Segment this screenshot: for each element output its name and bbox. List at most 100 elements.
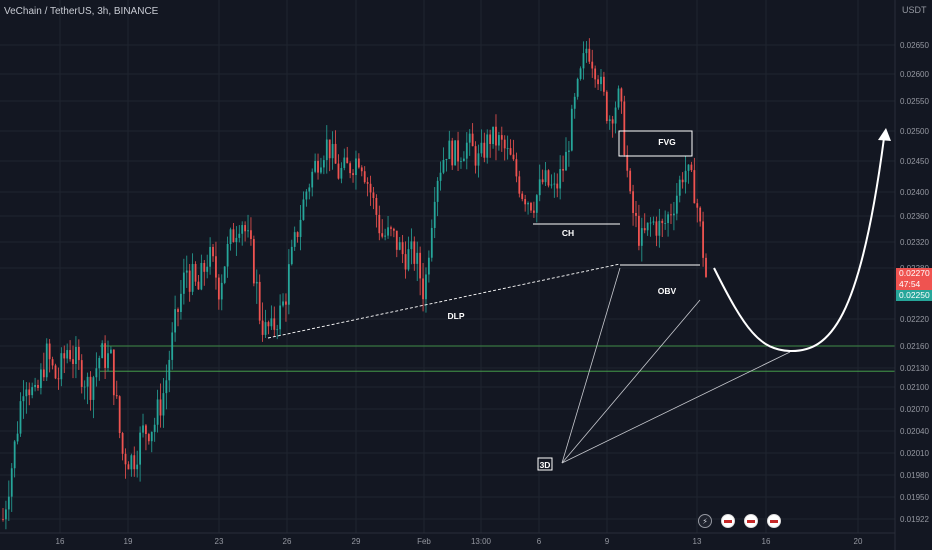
candle-body bbox=[229, 229, 232, 244]
candle-body bbox=[285, 301, 287, 305]
candle-body bbox=[465, 142, 468, 159]
candle-body bbox=[57, 378, 60, 380]
us-flag-icon[interactable] bbox=[767, 514, 781, 528]
candle-body bbox=[25, 389, 28, 397]
time-tick-label: 16 bbox=[56, 537, 65, 546]
candle-body bbox=[133, 455, 136, 470]
time-tick-label: Feb bbox=[417, 537, 431, 546]
candle-body bbox=[398, 242, 401, 250]
candle-body bbox=[238, 233, 241, 238]
price-tick-label: 0.02500 bbox=[900, 127, 929, 136]
candle-body bbox=[392, 228, 395, 231]
candle-body bbox=[413, 241, 416, 264]
candle-body bbox=[13, 441, 16, 469]
candle-body bbox=[51, 359, 54, 366]
candle-body bbox=[430, 227, 433, 258]
candle-body bbox=[603, 76, 605, 92]
price-axis[interactable]: 0.02650 0.02600 0.02550 0.02500 0.02450 0.024… bbox=[894, 0, 929, 550]
candle-body bbox=[28, 389, 31, 396]
candle-body bbox=[506, 148, 509, 149]
candle-body bbox=[334, 143, 337, 164]
candle-body bbox=[156, 399, 159, 425]
candle-body bbox=[136, 464, 139, 470]
candle-body bbox=[340, 167, 343, 179]
candle-body bbox=[349, 163, 352, 174]
projection-curve bbox=[713, 137, 885, 353]
time-tick-label: 6 bbox=[537, 537, 542, 546]
candle-body bbox=[611, 119, 614, 124]
candle-body bbox=[690, 164, 693, 171]
us-flag-icon[interactable] bbox=[744, 514, 758, 528]
candle-body bbox=[512, 154, 515, 160]
us-flag-icon[interactable] bbox=[721, 514, 735, 528]
candle-body bbox=[7, 496, 10, 510]
candle-body bbox=[416, 252, 419, 264]
candle-body bbox=[121, 433, 124, 454]
candle-body bbox=[311, 171, 314, 188]
candle-body bbox=[247, 230, 249, 232]
candle-body bbox=[328, 139, 331, 159]
time-tick-label: 19 bbox=[124, 537, 133, 546]
candle-body bbox=[45, 343, 48, 378]
candle-body bbox=[250, 230, 252, 240]
candle-body bbox=[104, 343, 106, 368]
candle-body bbox=[40, 369, 42, 388]
candle-body bbox=[632, 191, 634, 213]
candle-body bbox=[541, 179, 544, 183]
candle-body bbox=[623, 101, 626, 156]
candle-body bbox=[77, 346, 80, 361]
candle-body bbox=[273, 318, 276, 330]
candle-body bbox=[142, 425, 144, 433]
candle-body bbox=[206, 266, 209, 272]
price-tick-label: 0.02100 bbox=[900, 383, 929, 392]
candle-body bbox=[147, 434, 150, 442]
candle-body bbox=[115, 395, 118, 397]
candle-body bbox=[655, 221, 658, 236]
candle-body bbox=[460, 161, 462, 162]
price-tick-label: 0.02320 bbox=[900, 238, 929, 247]
annotation-label-fvg: FVG bbox=[658, 137, 676, 147]
candle-body bbox=[649, 222, 652, 224]
candle-body bbox=[325, 139, 328, 161]
candle-body bbox=[95, 368, 98, 378]
projection-arrowhead bbox=[878, 128, 891, 141]
candle-body bbox=[83, 386, 86, 388]
candle-body bbox=[448, 140, 451, 160]
lightning-icon[interactable]: ⚡ bbox=[698, 514, 712, 528]
candle-body bbox=[401, 242, 404, 255]
candle-body bbox=[337, 163, 340, 179]
symbol-title[interactable]: VeChain / TetherUS, 3h, BINANCE bbox=[4, 6, 159, 17]
candle-body bbox=[661, 220, 664, 224]
candle-body bbox=[570, 108, 573, 151]
candle-body bbox=[296, 232, 299, 237]
candle-body bbox=[439, 172, 442, 181]
candle-body bbox=[480, 142, 483, 154]
candle-body bbox=[252, 239, 255, 284]
time-axis[interactable]: 16 19 23 26 29 Feb 13:00 6 9 13 16 20 bbox=[0, 532, 895, 546]
price-tick-label: 0.02360 bbox=[900, 212, 929, 221]
candle-body bbox=[620, 88, 623, 102]
price-tick-label: 0.02040 bbox=[900, 427, 929, 436]
candle-body bbox=[486, 134, 489, 158]
candle-body bbox=[34, 384, 36, 388]
time-tick-label: 13:00 bbox=[471, 537, 492, 546]
candle-body bbox=[42, 369, 45, 378]
candle-body bbox=[646, 222, 649, 231]
candle-body bbox=[433, 201, 436, 228]
candle-body bbox=[550, 184, 553, 186]
candle-body bbox=[19, 401, 22, 434]
candle-body bbox=[445, 159, 448, 161]
candle-body bbox=[608, 119, 611, 121]
3d-projection-line bbox=[561, 299, 701, 464]
candle-body bbox=[264, 322, 267, 335]
candle-body bbox=[343, 157, 346, 168]
price-tick-label: 0.02650 bbox=[900, 41, 929, 50]
candle-body bbox=[454, 140, 457, 166]
candle-body bbox=[261, 320, 264, 335]
price-tick-label: 0.02600 bbox=[900, 70, 929, 79]
price-unit: USDT bbox=[902, 5, 927, 15]
candle-body bbox=[69, 350, 71, 360]
candle-body bbox=[530, 202, 532, 211]
candle-body bbox=[489, 134, 492, 145]
